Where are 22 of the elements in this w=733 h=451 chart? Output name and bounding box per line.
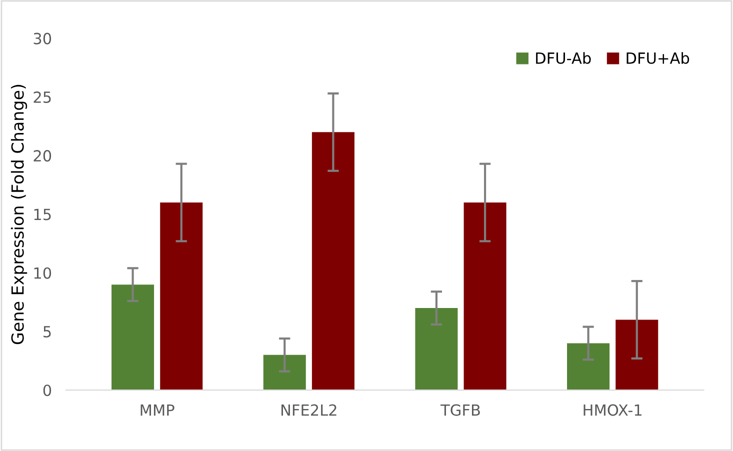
bar [567,343,610,390]
bar [312,132,354,390]
x-tick-label: HMOX-1 [584,404,642,416]
y-tick-label: 30 [34,32,52,44]
x-tick-label: NFE2L2 [281,404,336,416]
legend-label: DFU-Ab [536,52,591,64]
bar [415,308,458,390]
y-tick-label: 5 [44,326,51,338]
bar [112,284,154,390]
x-tick-label: MMP [140,404,174,416]
y-tick-label: 0 [43,384,52,396]
y-tick-label: 25 [34,91,51,103]
y-tick-label: 20 [34,150,52,162]
bar [263,354,306,390]
bar [160,202,203,390]
y-tick-label: 10 [34,267,52,279]
bar [464,202,506,390]
x-tick-label: TGFB [440,404,480,416]
y-axis-title: Gene Expression (Fold Change) [10,84,28,344]
legend-label: DFU+Ab [626,52,690,64]
bar [616,320,658,390]
y-tick-label: 15 [34,208,51,220]
